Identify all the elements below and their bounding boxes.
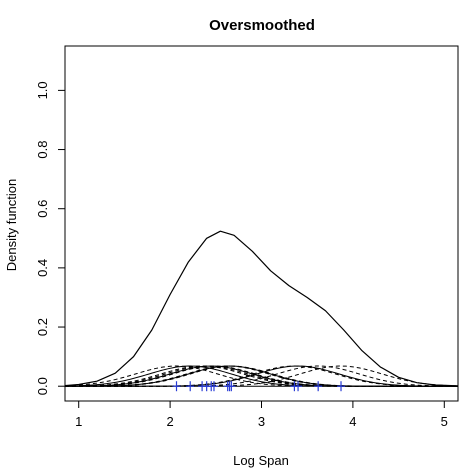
y-tick-label: 0.0: [35, 377, 50, 395]
x-axis: 1 2 3 4 5: [75, 401, 448, 429]
plot-area: [64, 230, 459, 392]
density-curve: [64, 230, 459, 387]
y-axis: 0.0 0.2 0.4 0.6 0.8 1.0: [35, 81, 65, 395]
y-tick-label: 0.8: [35, 141, 50, 159]
y-tick-label: 0.6: [35, 200, 50, 218]
y-tick-label: 0.4: [35, 259, 50, 277]
plot-box: [64, 45, 459, 402]
y-tick-label: 1.0: [35, 81, 50, 99]
x-tick-label: 3: [258, 414, 265, 429]
chart-title: Oversmoothed: [209, 17, 315, 34]
x-tick-label: 5: [441, 414, 448, 429]
y-axis-label: Density function: [4, 179, 19, 272]
x-tick-label: 2: [166, 414, 173, 429]
x-tick-label: 4: [349, 414, 356, 429]
kernel-curve: [65, 365, 459, 387]
y-tick-label: 0.2: [35, 318, 50, 336]
x-tick-label: 1: [75, 414, 82, 429]
x-axis-label: Log Span: [233, 453, 289, 468]
kernel-curve: [65, 365, 458, 387]
